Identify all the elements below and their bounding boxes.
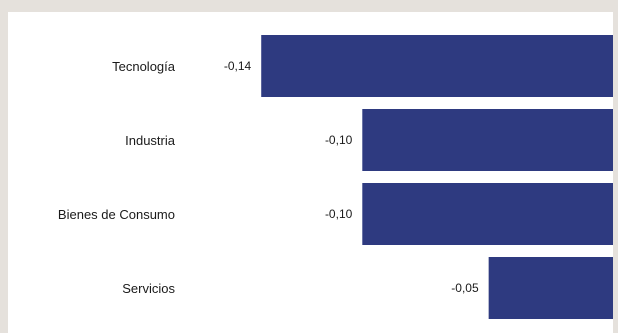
value-label-2: -0,10 (325, 207, 353, 221)
category-label-3: Servicios (122, 281, 175, 296)
bar-chart: Tecnología -0,14 Industria -0,10 Bienes de C… (58, 35, 613, 319)
bar-0 (261, 35, 613, 97)
value-label-0: -0,14 (224, 59, 252, 73)
bar-2 (362, 183, 613, 245)
value-label-3: -0,05 (451, 281, 479, 295)
value-label-1: -0,10 (325, 133, 353, 147)
category-label-1: Industria (125, 133, 176, 148)
bar-1 (362, 109, 613, 171)
bar-3 (488, 257, 613, 319)
chart-panel: Tecnología -0,14 Industria -0,10 Bienes de C… (8, 12, 613, 333)
category-label-2: Bienes de Consumo (58, 207, 175, 222)
category-label-0: Tecnología (112, 59, 176, 74)
